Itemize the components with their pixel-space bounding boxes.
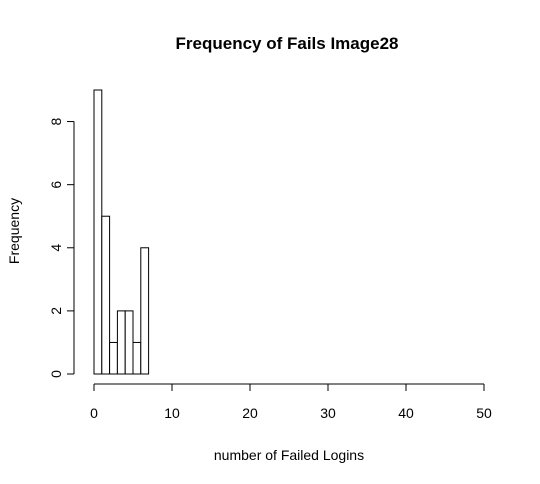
y-tick-label: 6 bbox=[48, 181, 64, 189]
histogram-bar-2 bbox=[109, 341, 118, 375]
y-axis: 0 2 4 6 8 bbox=[48, 117, 75, 378]
histogram-bar-5 bbox=[132, 341, 142, 375]
y-tick-label: 2 bbox=[48, 307, 64, 315]
histogram-bar-3 bbox=[116, 310, 126, 375]
x-axis: 0 10 20 30 40 50 bbox=[90, 383, 492, 421]
chart-title: Frequency of Fails Image28 bbox=[176, 34, 399, 53]
histogram-bar-1 bbox=[101, 215, 111, 375]
y-tick-label: 0 bbox=[48, 370, 64, 378]
y-axis-label: Frequency bbox=[6, 198, 22, 264]
x-axis-label: number of Failed Logins bbox=[214, 447, 364, 463]
histogram-bar-6 bbox=[140, 247, 150, 375]
histogram-bar-4 bbox=[124, 310, 134, 375]
x-tick-label: 40 bbox=[398, 405, 414, 421]
bars-group bbox=[93, 89, 150, 375]
y-tick-label: 4 bbox=[48, 244, 64, 252]
y-tick-label: 8 bbox=[48, 117, 64, 125]
x-tick-label: 10 bbox=[164, 405, 180, 421]
x-tick-label: 50 bbox=[476, 405, 492, 421]
histogram-bar-0 bbox=[93, 89, 103, 375]
x-tick-label: 20 bbox=[242, 405, 258, 421]
x-tick-label: 0 bbox=[90, 405, 98, 421]
x-tick-label: 30 bbox=[320, 405, 336, 421]
